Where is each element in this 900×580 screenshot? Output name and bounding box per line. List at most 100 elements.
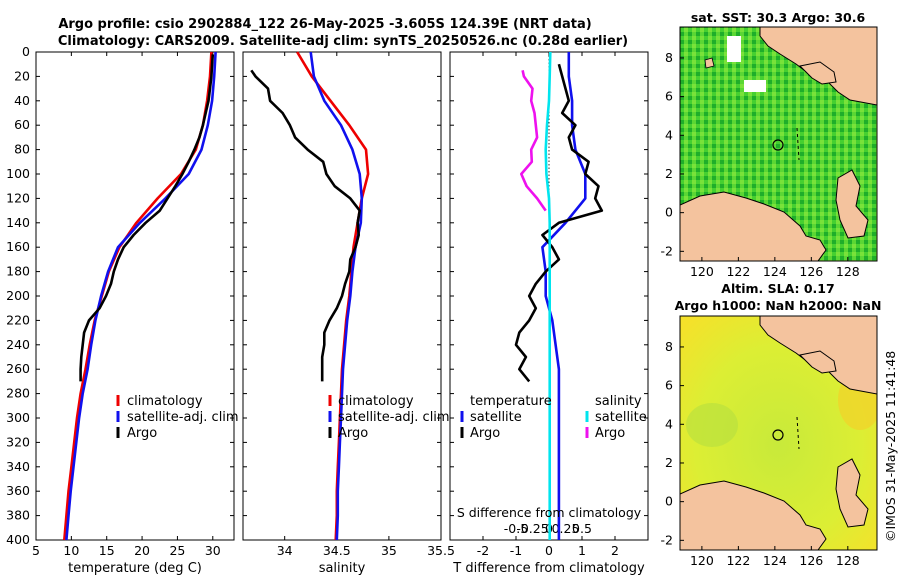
- depth-tick-label: 360: [6, 483, 30, 498]
- sla-map-title-line1: Altim. SLA: 0.17: [721, 281, 834, 296]
- depth-tick-label: 100: [6, 166, 30, 181]
- legend-satellite-label: satellite-adj. clim: [127, 410, 239, 425]
- map-lon-label: 122: [726, 553, 750, 568]
- map-lat-label: -2: [661, 532, 673, 547]
- sla-map-frame: [679, 315, 878, 551]
- legend-s-argo-label: Argo: [595, 426, 625, 441]
- series-line-argo: [79, 54, 215, 382]
- series-line-climatology: [296, 51, 370, 541]
- map-lon-label: 120: [690, 264, 714, 279]
- map-lat-label: 0: [665, 205, 673, 220]
- depth-tick-label: 320: [6, 434, 30, 449]
- series-line-satellite-adj-clim: [309, 51, 364, 541]
- temperature-xlabel: temperature (deg C): [68, 561, 202, 576]
- legend-salinity-title: salinity: [595, 394, 642, 409]
- map-lat-label: 2: [665, 166, 673, 181]
- depth-tick-label: 160: [6, 239, 30, 254]
- land-halmahera: [835, 169, 869, 239]
- map-lon-label: 122: [726, 264, 750, 279]
- t-difference-xlabel: T difference from climatology: [452, 561, 645, 576]
- depth-tick-label: 140: [6, 215, 30, 230]
- map-lat-label: 0: [665, 494, 673, 509]
- depth-tick-label: 240: [6, 337, 30, 352]
- sla-low-patch: [686, 403, 738, 447]
- x-tick-label: 2: [611, 543, 619, 558]
- s-tick-label: -0.25: [516, 521, 548, 536]
- depth-tick-label: 20: [14, 68, 30, 83]
- x-tick-label: 30: [205, 543, 221, 558]
- series-line-climatology: [63, 51, 213, 541]
- depth-tick-label: 60: [14, 117, 30, 132]
- s-tick-label: -0.5: [504, 521, 528, 536]
- salinity-xlabel: salinity: [319, 561, 366, 576]
- depth-tick-label: 400: [6, 532, 30, 547]
- legend-s-satellite-label: satellite: [595, 410, 647, 425]
- depth-tick-label: 200: [6, 288, 30, 303]
- land-sulawesi: [680, 191, 827, 261]
- legend-temperature-title: temperature: [470, 394, 552, 409]
- map-lon-label: 120: [690, 553, 714, 568]
- salinity-legend: climatology satellite-adj. clim Argo: [328, 394, 450, 441]
- sangihe-chain: [796, 127, 800, 161]
- salinity-panel: 34 34.5 35 35.5 salinity climatology satell…: [242, 51, 455, 576]
- sangihe-chain: [796, 416, 800, 450]
- sst-map: sat. SST: 30.3 Argo: 30.6 120 122 124 126 12…: [661, 10, 878, 279]
- sal-legend-satellite-label: satellite-adj. clim: [338, 410, 450, 425]
- sal-legend-climatology-label: climatology: [338, 394, 414, 409]
- map-lat-label: 6: [665, 89, 673, 104]
- s-tick-label: 0.5: [572, 521, 592, 536]
- argo-position-marker: [772, 429, 784, 441]
- series-line-satellite-adj-clim: [65, 51, 217, 541]
- x-tick-label: 5: [32, 543, 40, 558]
- x-tick-label: 35.5: [427, 543, 455, 558]
- sst-missing-patch: [744, 80, 766, 92]
- land-mindanao-south: [798, 350, 837, 374]
- map-lat-label: 2: [665, 455, 673, 470]
- temperature-panel: 0204060801001201401601802002202402602803…: [6, 44, 648, 576]
- sla-map-title-line2: Argo h1000: NaN h2000: NaN: [675, 298, 882, 313]
- imos-watermark: ©IMOS 31-May-2025 11:41:48: [883, 351, 898, 542]
- map-lon-label: 126: [799, 553, 823, 568]
- series-line-argo: [250, 69, 362, 382]
- depth-tick-label: 260: [6, 361, 30, 376]
- temperature-axes: [35, 51, 235, 541]
- land-islet: [704, 57, 715, 69]
- x-tick-label: 25: [169, 543, 185, 558]
- depth-tick-label: 380: [6, 508, 30, 523]
- legend-t-argo-label: Argo: [470, 426, 500, 441]
- x-tick-label: 1: [578, 543, 586, 558]
- map-lat-label: 8: [665, 339, 673, 354]
- map-lon-label: 128: [836, 553, 860, 568]
- x-tick-label: 35: [381, 543, 397, 558]
- land-mindanao-south: [798, 61, 837, 85]
- depth-tick-label: 340: [6, 459, 30, 474]
- depth-tick-label: 80: [14, 142, 30, 157]
- x-tick-label: -1: [510, 543, 522, 558]
- legend-climatology-label: climatology: [127, 394, 203, 409]
- x-tick-label: 0: [545, 543, 553, 558]
- map-lat-label: 4: [665, 127, 673, 142]
- map-lon-label: 124: [763, 264, 787, 279]
- map-lon-label: 128: [836, 264, 860, 279]
- sal-legend-argo-label: Argo: [338, 426, 368, 441]
- depth-tick-label: 180: [6, 264, 30, 279]
- figure-title-line2: Climatology: CARS2009. Satellite-adj cli…: [58, 34, 628, 49]
- land-halmahera: [835, 458, 869, 528]
- depth-tick-label: 300: [6, 410, 30, 425]
- x-tick-label: -2: [477, 543, 489, 558]
- series-line-s-satellite: [544, 51, 552, 540]
- depth-tick-label: 280: [6, 386, 30, 401]
- series-line-t-satellite: [541, 52, 587, 540]
- sst-map-title: sat. SST: 30.3 Argo: 30.6: [691, 10, 866, 25]
- depth-tick-label: 220: [6, 312, 30, 327]
- sst-missing-patch: [727, 36, 741, 62]
- depth-tick-label: 120: [6, 190, 30, 205]
- legend-argo-label: Argo: [127, 426, 157, 441]
- x-tick-label: 15: [99, 543, 115, 558]
- figure-title-line1: Argo profile: csio 2902884_122 26-May-20…: [58, 17, 591, 32]
- map-lat-label: 6: [665, 378, 673, 393]
- difference-legend: temperature satellite Argo salinity sate…: [460, 394, 647, 441]
- depth-tick-label: 0: [22, 44, 30, 59]
